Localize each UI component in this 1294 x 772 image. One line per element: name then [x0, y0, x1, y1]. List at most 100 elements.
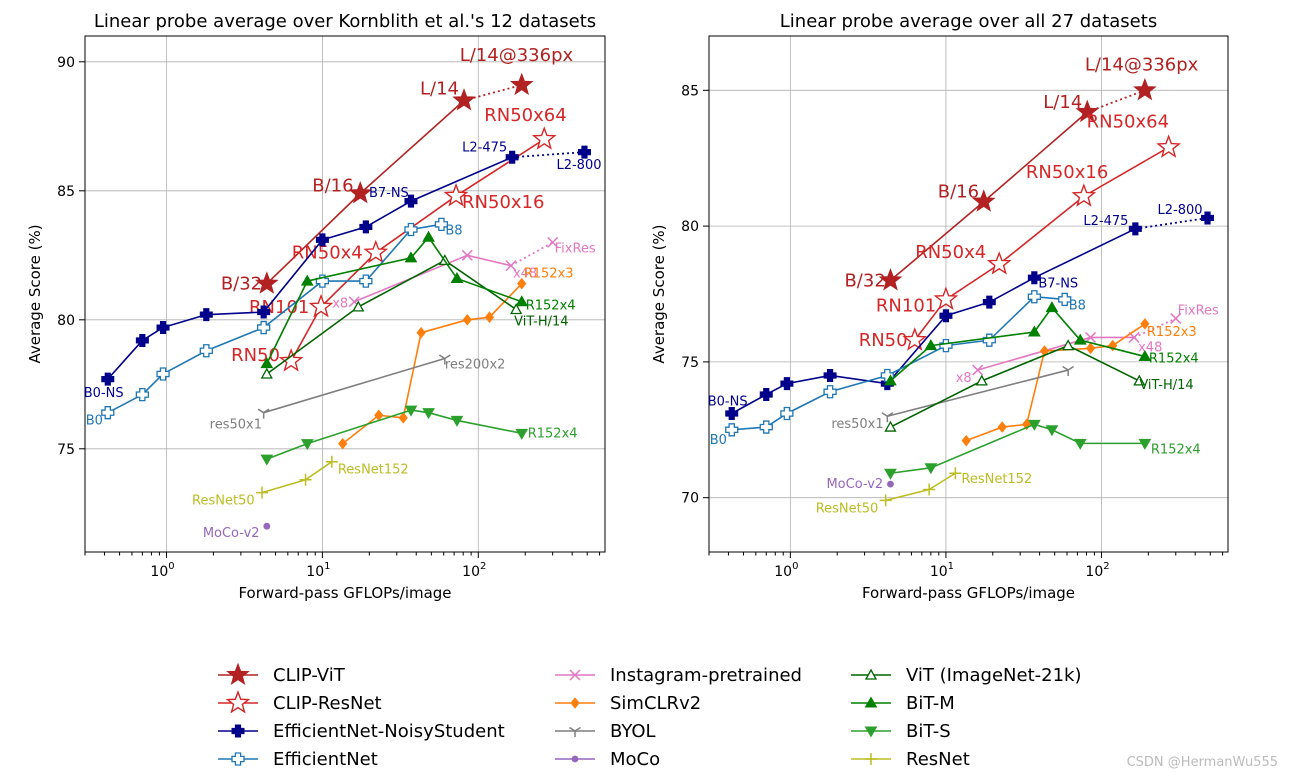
data-label: ViT-H/14: [514, 314, 568, 329]
data-label: MoCo-v2: [203, 526, 260, 541]
series-line: [731, 295, 1065, 431]
data-point: [450, 415, 464, 427]
data-point: [531, 126, 557, 150]
data-point: [1133, 374, 1146, 386]
watermark: CSDN @HermanWu555: [1126, 755, 1278, 770]
data-label: B0-NS: [708, 394, 748, 409]
data-point: [315, 233, 329, 247]
data-point: [759, 420, 773, 434]
data-point: [1156, 134, 1182, 158]
data-label: FixRes: [555, 241, 596, 256]
data-point: [1027, 419, 1041, 431]
data-point: [300, 439, 314, 451]
legend-entry-moco: MoCo: [555, 749, 660, 770]
data-point: [461, 249, 473, 261]
data-point: [577, 145, 591, 159]
data-point: [156, 321, 170, 335]
series-line: [266, 235, 523, 365]
data-point: [902, 327, 928, 351]
data-point: [515, 295, 529, 307]
chart-panel-2: 100 101 102 70 75 80 85 Linear probe average ov…: [650, 11, 1229, 602]
data-label: B8: [445, 223, 462, 238]
y-tick-label: 85: [681, 83, 699, 99]
data-label: RN50x4: [915, 242, 986, 263]
legend-marker: [864, 726, 878, 738]
data-point: [443, 182, 469, 207]
data-point: [260, 367, 273, 379]
data-point: [1201, 211, 1215, 225]
data-point: [263, 522, 271, 530]
data-label: RN50x4: [292, 243, 363, 264]
data-point: [299, 473, 312, 486]
data-label: res200x2: [445, 358, 506, 373]
y-tick-label: 70: [681, 491, 699, 507]
data-point: [884, 420, 897, 432]
data-point: [135, 333, 149, 347]
data-point: [1071, 183, 1097, 207]
data-label: res50x1: [210, 418, 262, 433]
data-point: [505, 260, 517, 272]
data-label: L/14: [1043, 92, 1082, 113]
y-axis-label: Average Score (%): [26, 224, 44, 363]
data-point: [1062, 365, 1075, 377]
data-label: RN50: [859, 330, 908, 351]
legend-label: SimCLRv2: [610, 693, 701, 714]
data-point: [884, 374, 897, 386]
data-label: R152x4: [526, 299, 576, 314]
series-line: [266, 259, 517, 375]
data-point: [924, 463, 938, 475]
data-point: [260, 454, 274, 466]
data-point: [1138, 438, 1152, 450]
data-label: L/14@336px: [460, 45, 574, 66]
legend-entry-clip_resnet: CLIP-ResNet: [218, 690, 382, 714]
series-effnet: B0 B8: [710, 290, 1086, 448]
legend-marker: [864, 668, 878, 680]
data-label: B7-NS: [1038, 277, 1078, 292]
data-label: L/14: [420, 79, 459, 100]
data-label: B0-NS: [84, 386, 124, 401]
data-point: [374, 409, 384, 422]
legend-label: ResNet: [906, 749, 970, 770]
legend-label: BiT-M: [906, 693, 955, 714]
data-label: L/14@336px: [1085, 54, 1199, 75]
data-point: [884, 468, 897, 480]
data-point: [879, 494, 892, 507]
data-label: ResNet152: [338, 463, 409, 478]
data-point: [1058, 292, 1072, 307]
series-extension: [510, 241, 554, 267]
x-tick-label: 101: [930, 561, 954, 580]
data-point: [101, 406, 115, 420]
data-point: [422, 230, 435, 242]
legend-label: Instagram-pretrained: [610, 665, 802, 686]
series-line: [353, 254, 512, 303]
data-point: [1027, 325, 1041, 337]
data-point: [547, 236, 559, 248]
data-point: [1170, 312, 1182, 324]
data-label: B7-NS: [369, 186, 409, 201]
data-point: [881, 412, 894, 423]
grid: [85, 36, 605, 552]
data-point: [759, 387, 773, 401]
series-effnet_ns: B0-NS B7-NS L2-475 L2-800: [84, 140, 602, 401]
series-line: [107, 223, 442, 414]
data-point: [939, 338, 953, 353]
data-label: FixRes: [1178, 303, 1219, 318]
data-label: ViT-H/14: [1139, 378, 1193, 393]
legend-marker: [865, 753, 877, 765]
data-point: [260, 357, 274, 369]
axes-frame: [84, 35, 606, 553]
data-point: [135, 387, 150, 402]
data-point: [1073, 438, 1087, 450]
data-point: [1045, 301, 1059, 313]
series-line: [261, 461, 333, 494]
data-point: [971, 189, 996, 212]
series-line: [977, 336, 1135, 371]
data-point: [823, 385, 837, 399]
series-byol: res50x1: [831, 365, 1075, 432]
data-point: [975, 374, 988, 386]
data-point: [961, 434, 971, 447]
data-point: [404, 194, 418, 208]
